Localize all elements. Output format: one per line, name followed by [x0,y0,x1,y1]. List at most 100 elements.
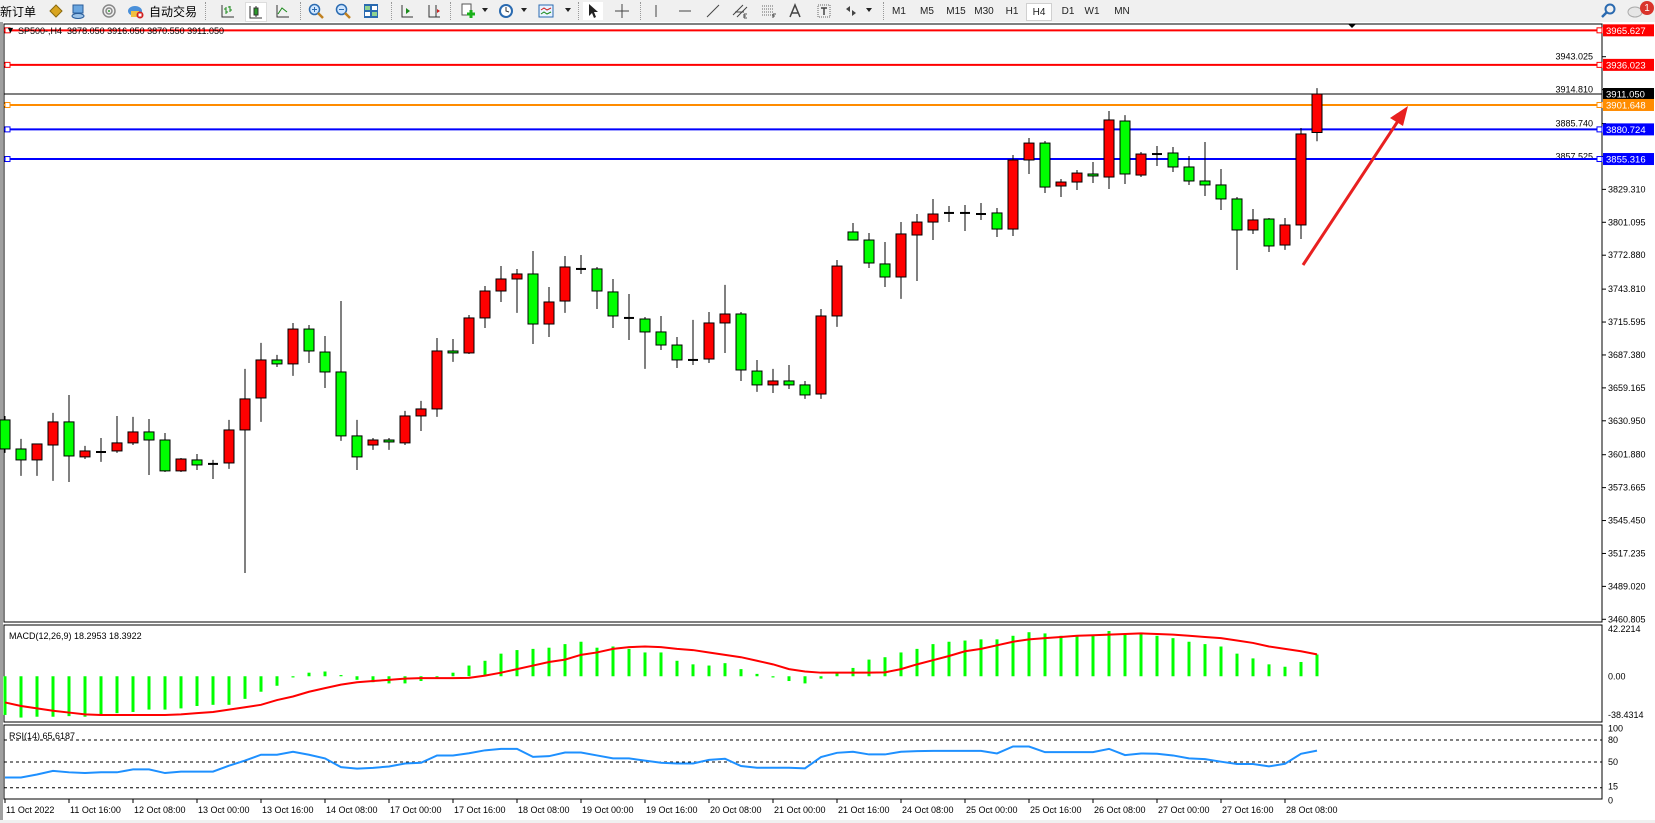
arrows-dropdown[interactable] [866,8,872,12]
new-chart-dropdown[interactable] [482,8,488,12]
horizontal-line-icon[interactable] [675,2,695,20]
level-handle-left[interactable] [4,156,11,163]
time-tick-label: 17 Oct 00:00 [390,805,442,815]
timeframe-m1[interactable]: M1 [892,5,906,17]
price-tick-label: 3885.740 [1555,119,1593,129]
candle-down [335,371,347,437]
ohlc-readout: 3878.050 3916.050 3870.550 3911.050 [67,26,225,36]
price-tag-label: 3855.316 [1606,155,1646,166]
candle-down [655,331,667,346]
price-tick-label: 3801.095 [1608,217,1646,227]
status-strip [0,820,1655,823]
equidistant-channel-icon[interactable] [730,2,750,20]
search-icon[interactable] [1598,2,1618,20]
timeframe-m30[interactable]: M30 [974,5,994,17]
candle-up [703,322,715,360]
price-tick-label: 3829.310 [1608,184,1646,194]
macd-label: MACD(12,26,9) 18.2953 18.3922 [9,631,142,641]
timeframe-m15[interactable]: M15 [946,5,966,17]
zoom-in-icon[interactable] [306,2,326,20]
zoom-out-icon[interactable] [333,2,353,20]
timeframe-h4[interactable]: H4 [1026,3,1052,21]
auto-trading-icon[interactable] [126,2,146,20]
chart-canvas[interactable]: 3943.025 3914.810 3885.740 3857.525 3829.310… [0,22,1655,823]
level-handle-right[interactable] [1596,156,1603,163]
candle-up [911,221,923,236]
time-tick-label: 18 Oct 08:00 [518,805,570,815]
toolbar-separator [391,2,394,20]
candle-down [351,435,363,458]
candle-down [191,459,203,466]
time-tick-label: 26 Oct 08:00 [1094,805,1146,815]
level-handle-left[interactable] [4,61,11,68]
level-handle-left[interactable] [4,27,11,34]
time-tick-label: 11 Oct 16:00 [70,805,121,815]
chart-shift-marker-icon[interactable] [1348,24,1356,28]
text-icon[interactable] [785,2,805,20]
symbol-dropdown-icon[interactable]: ▼ [6,25,15,35]
candle-down [1215,184,1227,200]
tile-windows-icon[interactable] [361,2,381,20]
time-tick-label: 20 Oct 08:00 [710,805,762,815]
notification-badge: 1 [1640,1,1654,15]
toolbar-separator [883,2,886,20]
level-handle-left[interactable] [4,101,11,108]
timeframe-d1[interactable]: D1 [1061,5,1075,17]
candle-down [1039,142,1051,188]
candle-up [223,429,235,464]
candle-up [47,421,59,446]
timeframe-w1[interactable]: W1 [1084,5,1100,17]
templates-icon[interactable] [536,2,556,20]
auto-trading-button[interactable]: 自动交易 [148,2,198,20]
timeframe-m5[interactable]: M5 [920,5,934,17]
autoscroll-icon[interactable] [397,2,417,20]
candle-up [31,443,43,461]
new-chart-icon[interactable] [458,2,478,20]
candle-down [383,439,395,443]
candle-down [319,351,331,373]
trendline-icon[interactable] [703,2,723,20]
crosshair-icon[interactable] [612,2,632,20]
bar-chart-icon[interactable] [218,2,238,20]
fibonacci-icon[interactable] [759,2,779,20]
arrows-icon[interactable] [841,2,861,20]
cursor-icon[interactable] [583,2,603,20]
navigator-icon[interactable] [68,2,88,20]
price-tick-label: 3772.880 [1608,250,1646,260]
candle-up [767,380,779,386]
timeframe-mn[interactable]: MN [1114,5,1130,17]
timeframe-h1[interactable]: H1 [1005,5,1019,17]
level-handle-left[interactable] [4,126,11,133]
candle-up [1071,172,1083,183]
rsi-tick-label: 100 [1608,723,1623,733]
text-label-icon[interactable] [814,2,834,20]
trend-arrow-line[interactable] [1301,117,1402,266]
chart-shift-icon[interactable] [424,2,444,20]
metaeditor-icon[interactable] [46,2,66,20]
signals-icon[interactable] [99,2,119,20]
level-handle-right[interactable] [1596,126,1603,133]
candle-up [463,317,475,354]
macd-tick-label: 0.00 [1608,671,1626,681]
level-handle-right[interactable] [1596,27,1603,34]
new-order-button[interactable]: 新订单 [0,2,36,20]
main-pane [3,23,1603,623]
candlestick-chart-icon[interactable] [245,2,267,22]
candle-up [431,350,443,410]
level-handle-right[interactable] [1596,61,1603,68]
templates-dropdown[interactable] [565,8,571,12]
candle-up [175,458,187,472]
level-handle-right[interactable] [1596,101,1603,108]
time-tick-label: 14 Oct 08:00 [326,805,378,815]
auto-trading-label: 自动交易 [148,4,197,19]
candle-down [271,359,283,365]
vertical-line-icon[interactable] [646,2,666,20]
chart-window[interactable]: 3943.025 3914.810 3885.740 3857.525 3829.310… [0,22,1655,823]
periods-clock-icon[interactable] [496,2,516,20]
candle-up [1311,93,1323,134]
rsi-tick-label: 50 [1608,757,1618,767]
time-tick-label: 27 Oct 16:00 [1222,805,1274,815]
line-chart-icon[interactable] [273,2,293,20]
periods-dropdown[interactable] [521,8,527,12]
time-tick-label: 21 Oct 16:00 [838,805,890,815]
